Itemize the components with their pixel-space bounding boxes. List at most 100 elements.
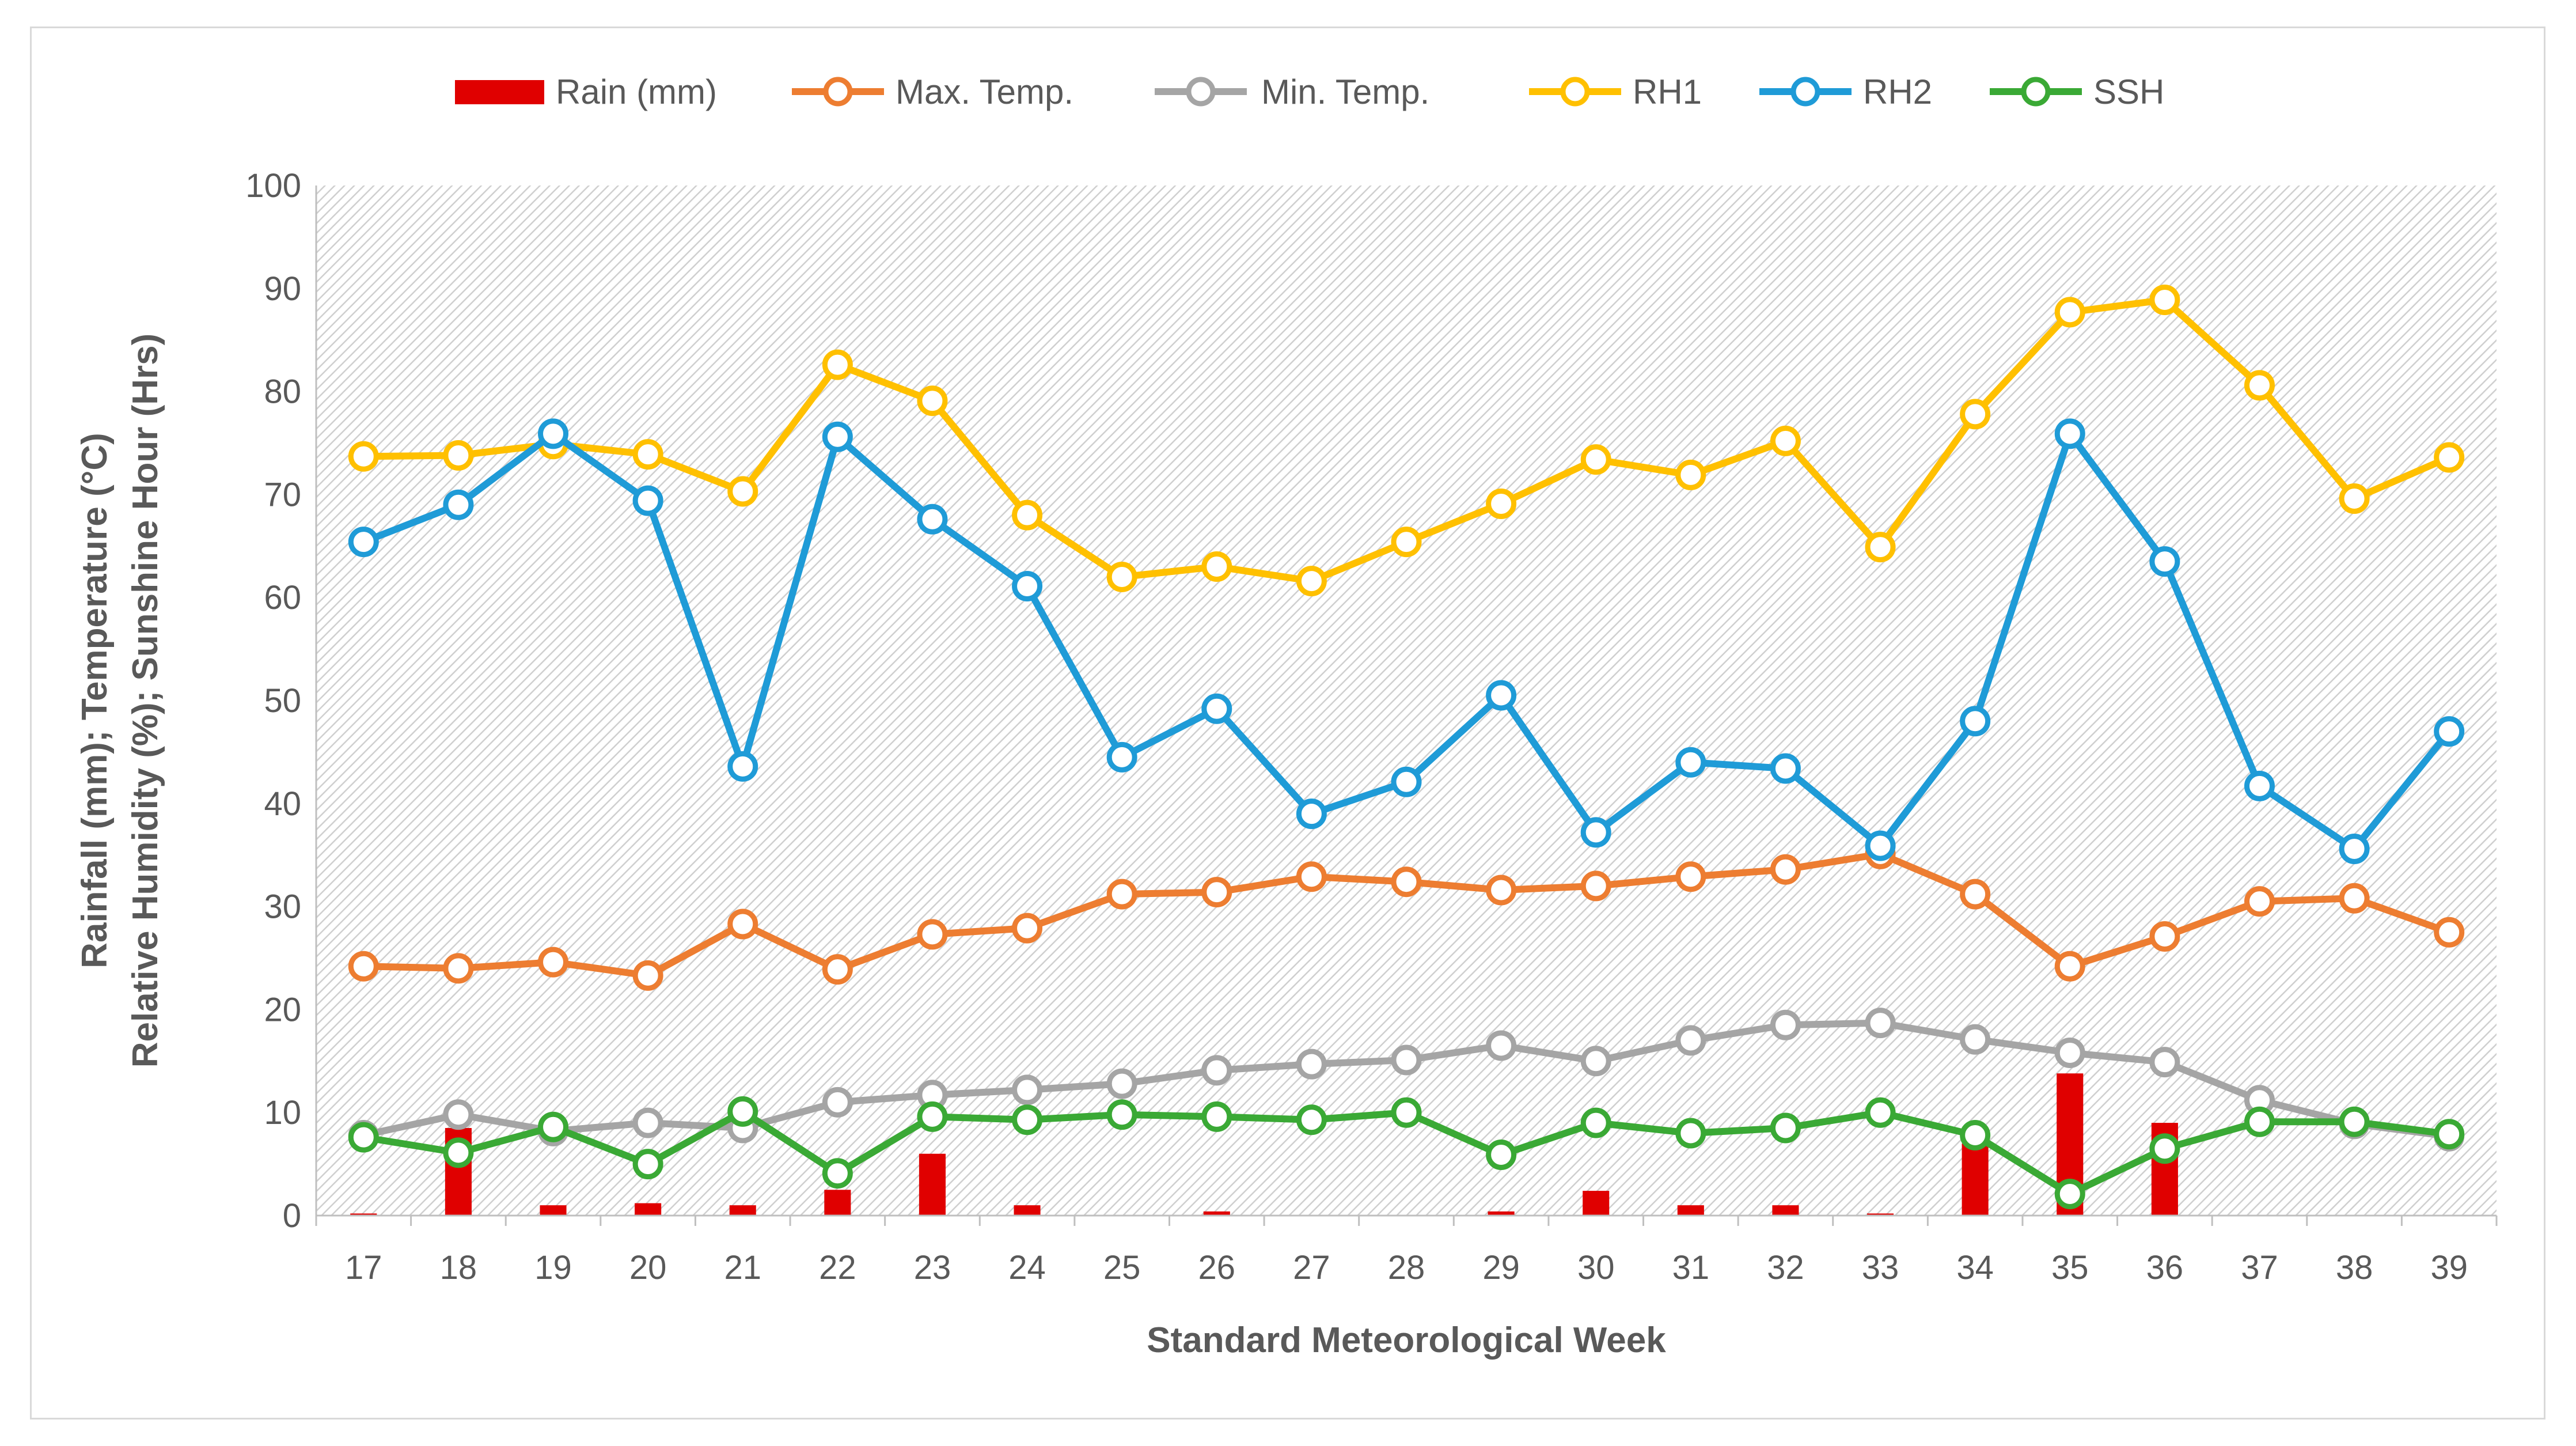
ssh-point bbox=[1580, 1107, 1611, 1138]
rh2-point bbox=[822, 421, 853, 452]
x-tick-label: 21 bbox=[724, 1249, 761, 1286]
rh2-point bbox=[1201, 693, 1232, 724]
legend-label-rain-mm: Rain (mm) bbox=[556, 73, 717, 111]
max-temp-point bbox=[1012, 913, 1043, 944]
rain-bar bbox=[1488, 1211, 1515, 1216]
rain-bar bbox=[729, 1205, 756, 1216]
max-temp-point bbox=[443, 953, 474, 984]
rh1-point bbox=[1012, 499, 1043, 531]
rh1-point bbox=[2149, 284, 2180, 315]
x-tick-label: 30 bbox=[1577, 1249, 1615, 1286]
rh2-point bbox=[1675, 747, 1706, 778]
rh2-point bbox=[1296, 798, 1327, 830]
ssh-point bbox=[2244, 1106, 2275, 1137]
rh2-point bbox=[1106, 741, 1137, 773]
chart: 0 10 20 30 40 50 60 70 80 90 100 17 18 19 20 21 22 23 24 2… bbox=[75, 73, 2498, 1360]
rh2-point bbox=[917, 504, 948, 535]
axes bbox=[315, 186, 2498, 1226]
y-tick-label: 40 bbox=[264, 785, 301, 823]
legend-swatch-rain-mm bbox=[455, 80, 544, 104]
rh1-point bbox=[443, 440, 474, 471]
rh2-point bbox=[443, 489, 474, 520]
rain-bar bbox=[1772, 1205, 1799, 1216]
rh1-point bbox=[1486, 488, 1517, 519]
legend-marker-min-temp bbox=[1186, 77, 1216, 107]
max-temp-point bbox=[727, 909, 758, 940]
max-temp-point bbox=[632, 960, 663, 991]
x-tick-label: 29 bbox=[1482, 1249, 1520, 1286]
rain-bar bbox=[1203, 1211, 1230, 1216]
y-tick-labels: 0 10 20 30 40 50 60 70 80 90 100 bbox=[245, 167, 301, 1235]
rain-bar bbox=[350, 1213, 377, 1216]
ssh-point bbox=[1770, 1112, 1801, 1144]
min-temp-point bbox=[1960, 1024, 1991, 1055]
legend-label-min-temp: Min. Temp. bbox=[1261, 73, 1429, 111]
max-temp-point bbox=[538, 947, 569, 978]
legend-marker-rh1 bbox=[1560, 77, 1590, 107]
min-temp-point bbox=[1106, 1068, 1137, 1099]
rh2-point bbox=[2339, 833, 2370, 864]
min-temp-point bbox=[1675, 1025, 1706, 1056]
rh1-point bbox=[632, 439, 663, 470]
x-tick-label: 25 bbox=[1103, 1249, 1141, 1286]
x-tick-label: 34 bbox=[1956, 1249, 1994, 1286]
y-tick-label: 60 bbox=[264, 579, 301, 616]
min-temp-point bbox=[822, 1087, 853, 1118]
max-temp-point bbox=[822, 954, 853, 985]
max-temp-point bbox=[2339, 883, 2370, 914]
x-tick-labels: 17 18 19 20 21 22 23 24 25 26 27 28 29 30 31 32 33 34 35 36… bbox=[345, 1249, 2468, 1286]
ssh-point bbox=[1675, 1118, 1706, 1149]
rh2-point bbox=[1865, 830, 1896, 861]
rh1-point bbox=[2054, 297, 2085, 328]
rain-bar bbox=[1583, 1191, 1610, 1216]
rh1-point bbox=[1865, 532, 1896, 563]
ssh-point bbox=[1865, 1097, 1896, 1128]
x-tick-label: 39 bbox=[2430, 1249, 2468, 1286]
rh2-point bbox=[1960, 706, 1991, 737]
min-temp-point bbox=[2149, 1047, 2180, 1078]
ssh-point bbox=[1960, 1120, 1991, 1151]
rain-bar bbox=[1677, 1205, 1704, 1216]
rh2-point bbox=[1012, 571, 1043, 602]
x-tick-label: 31 bbox=[1672, 1249, 1710, 1286]
rh1-point bbox=[1201, 551, 1232, 582]
min-temp-point bbox=[1296, 1048, 1327, 1080]
ssh-point bbox=[1391, 1097, 1422, 1128]
x-tick-label: 26 bbox=[1198, 1249, 1236, 1286]
max-temp-point bbox=[1201, 877, 1232, 908]
ssh-point bbox=[822, 1158, 853, 1189]
x-tick-label: 23 bbox=[914, 1249, 951, 1286]
rh1-point bbox=[822, 349, 853, 380]
max-temp-point bbox=[2149, 921, 2180, 952]
rh1-point bbox=[1770, 425, 1801, 456]
max-temp-point bbox=[1391, 866, 1422, 898]
ssh-point bbox=[1106, 1099, 1137, 1130]
min-temp-point bbox=[1391, 1044, 1422, 1076]
ssh-point bbox=[632, 1149, 663, 1180]
min-temp-point bbox=[2054, 1037, 2085, 1068]
y-axis-title-line-2: Relative Humidity (%); Sunshine Hour (Hr… bbox=[126, 334, 165, 1068]
x-tick-label: 36 bbox=[2146, 1249, 2184, 1286]
min-temp-point bbox=[1486, 1030, 1517, 1061]
max-temp-point bbox=[2054, 951, 2085, 982]
y-tick-label: 30 bbox=[264, 888, 301, 926]
ssh-point bbox=[1201, 1101, 1232, 1132]
x-tick-label: 17 bbox=[345, 1249, 382, 1286]
max-temp-point bbox=[348, 951, 379, 982]
ssh-point bbox=[1486, 1140, 1517, 1171]
min-temp-point bbox=[443, 1099, 474, 1130]
rh2-point bbox=[1391, 766, 1422, 797]
legend-label-ssh: SSH bbox=[2093, 73, 2164, 111]
rh1-point bbox=[348, 441, 379, 472]
max-temp-point bbox=[917, 919, 948, 950]
x-axis-title: Standard Meteorological Week bbox=[1147, 1320, 1666, 1360]
rh2-point bbox=[1580, 817, 1611, 848]
ssh-point bbox=[2434, 1119, 2465, 1150]
y-tick-label: 50 bbox=[264, 682, 301, 720]
ssh-point bbox=[727, 1096, 758, 1127]
y-tick-label: 80 bbox=[264, 373, 301, 411]
series-lines bbox=[348, 284, 2465, 1209]
rain-bar bbox=[1866, 1213, 1894, 1216]
rh2-point bbox=[2149, 546, 2180, 577]
rh2-point bbox=[632, 485, 663, 516]
